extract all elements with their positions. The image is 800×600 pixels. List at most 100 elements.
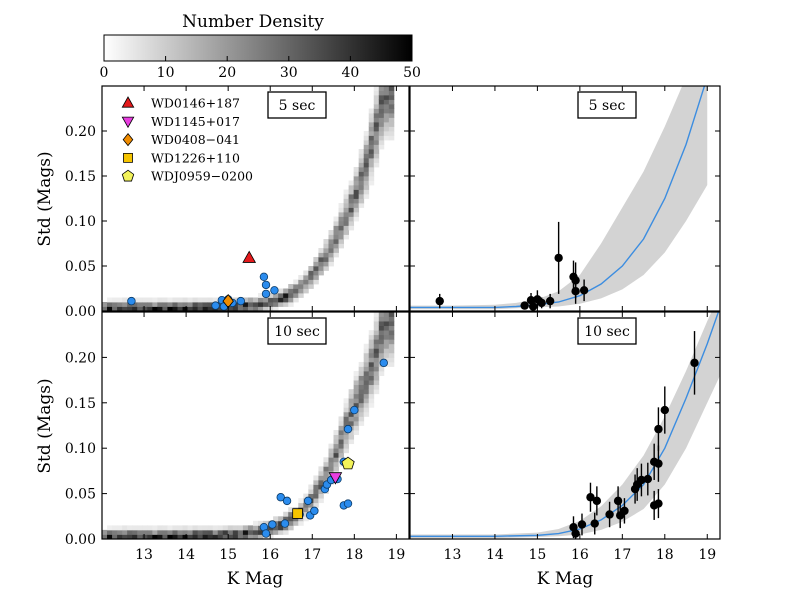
density-cell (363, 361, 370, 367)
density-cell (363, 407, 370, 413)
density-cell (147, 529, 153, 535)
density-cell (383, 312, 390, 317)
density-cell (182, 297, 188, 303)
density-cell (278, 297, 284, 303)
density-cell (348, 398, 355, 404)
density-cell (323, 266, 329, 271)
y-tick-label: 0.20 (65, 124, 96, 140)
measured-point (637, 475, 646, 485)
density-cell (278, 288, 284, 294)
density-cell (368, 366, 375, 372)
measured-point (528, 302, 538, 311)
density-cell (378, 126, 385, 132)
density-cell (378, 131, 385, 136)
density-cell (358, 198, 365, 204)
density-cell (378, 99, 385, 105)
density-cell (182, 534, 188, 539)
density-cell (378, 95, 385, 100)
density-cell (192, 529, 199, 535)
density-cell (363, 144, 370, 150)
density-cell (182, 302, 188, 307)
density-cell (303, 288, 309, 294)
density-cell (318, 470, 324, 476)
density-cell (278, 293, 284, 298)
density-cell (102, 302, 108, 307)
density-cell (288, 520, 294, 526)
y-tick-label: 0.05 (65, 487, 96, 503)
density-cell (353, 384, 360, 390)
density-cell (388, 113, 395, 118)
measured-point (654, 459, 663, 468)
density-cell (167, 302, 173, 307)
density-cell (212, 525, 219, 531)
density-cell (313, 275, 319, 280)
density-cell (383, 348, 390, 354)
density-cell (343, 189, 350, 195)
density-cell (348, 389, 355, 395)
density-cell (358, 402, 365, 408)
density-cell (353, 420, 360, 426)
density-cell (378, 339, 385, 345)
density-cell (353, 393, 360, 399)
density-cell (152, 306, 158, 311)
density-cell (388, 316, 395, 322)
density-cell (192, 525, 199, 531)
density-cell (348, 212, 355, 217)
highlighted-target-marker (292, 508, 303, 519)
density-cell (333, 466, 339, 472)
density-cell (373, 135, 380, 141)
density-cell (378, 352, 385, 358)
density-cell (283, 297, 289, 303)
density-cell (273, 293, 279, 298)
density-cell (187, 534, 193, 539)
density-cell (333, 252, 339, 258)
density-cell (358, 149, 365, 154)
density-cell (142, 534, 148, 539)
density-cell (363, 375, 370, 381)
density-cell (308, 484, 314, 490)
density-cell (117, 529, 123, 535)
density-cell (343, 216, 350, 222)
density-cell (252, 297, 259, 303)
density-cell (343, 212, 350, 217)
density-cell (348, 411, 355, 417)
density-cell (363, 352, 370, 358)
density-cell (353, 416, 360, 422)
density-cell (373, 149, 380, 154)
density-cell (212, 534, 219, 539)
legend-label: WD0146+187 (151, 96, 240, 111)
density-cell (328, 230, 334, 235)
density-cell (107, 529, 113, 535)
density-cell (358, 407, 365, 413)
legend-entry: WDJ0959−0200 (121, 169, 253, 184)
density-cell (338, 425, 344, 431)
density-cell (273, 529, 279, 535)
density-cell (258, 534, 264, 539)
density-cell (328, 261, 334, 267)
density-cell (368, 380, 375, 386)
density-cell (328, 248, 334, 253)
density-cell (283, 529, 289, 535)
density-cell (383, 330, 390, 336)
y-tick-label: 0.00 (65, 304, 96, 320)
density-cell (177, 525, 183, 531)
density-cell (273, 516, 279, 522)
density-cell (308, 270, 314, 276)
density-cell (288, 302, 294, 307)
density-cell (293, 297, 299, 303)
density-cell (197, 529, 204, 535)
density-cell (117, 297, 123, 303)
density-cell (273, 306, 279, 311)
density-cell (303, 284, 309, 289)
y-tick-label: 0.00 (65, 532, 96, 548)
density-cell (363, 167, 370, 172)
density-cell (368, 126, 375, 132)
density-cell (333, 248, 339, 253)
density-cell (252, 306, 259, 311)
exposure-label-text: 5 sec (589, 98, 626, 114)
panel-frame (101, 311, 410, 540)
density-cell (343, 434, 350, 440)
model-panel: 10 sec 13 14 15 16 17 18 19 (409, 311, 721, 563)
x-tick-label: 18 (345, 547, 363, 563)
density-cell (288, 293, 294, 298)
